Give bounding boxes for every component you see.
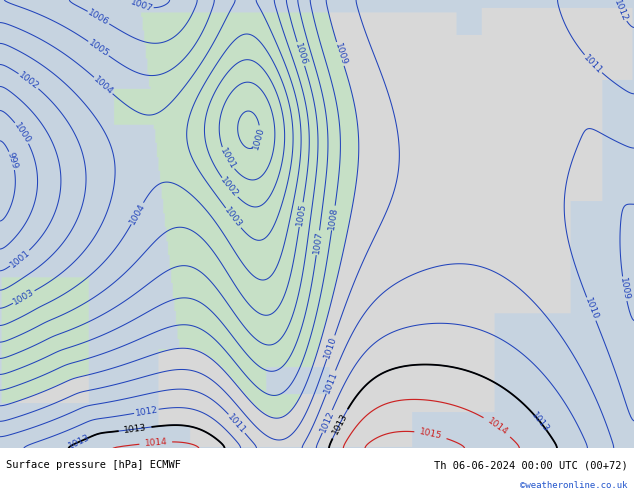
- Text: 1003: 1003: [223, 206, 244, 230]
- Text: 1002: 1002: [219, 176, 240, 199]
- Text: 1004: 1004: [128, 201, 147, 226]
- Text: 1006: 1006: [86, 8, 111, 27]
- Text: 1000: 1000: [252, 125, 266, 150]
- Text: 1000: 1000: [12, 121, 32, 145]
- Text: 1015: 1015: [418, 427, 443, 441]
- Text: 1007: 1007: [129, 0, 154, 14]
- Text: ©weatheronline.co.uk: ©weatheronline.co.uk: [520, 481, 628, 490]
- Text: 1014: 1014: [486, 416, 509, 437]
- Text: 1011: 1011: [226, 412, 248, 435]
- Text: 999: 999: [6, 151, 19, 170]
- Text: 1013: 1013: [123, 423, 147, 435]
- Text: 1003: 1003: [11, 288, 36, 307]
- Text: 1010: 1010: [323, 335, 339, 360]
- Text: 1009: 1009: [618, 277, 631, 301]
- Text: 1011: 1011: [323, 369, 339, 394]
- Text: 1005: 1005: [86, 38, 110, 59]
- Text: 1012: 1012: [134, 405, 158, 417]
- Text: 1012: 1012: [612, 0, 630, 23]
- Text: 1013: 1013: [529, 410, 551, 434]
- Text: 1011: 1011: [582, 53, 604, 75]
- Text: 1012: 1012: [319, 409, 336, 434]
- Text: 1013: 1013: [67, 433, 92, 451]
- Text: 1010: 1010: [583, 296, 600, 321]
- Text: 1006: 1006: [293, 42, 309, 66]
- Text: Th 06-06-2024 00:00 UTC (00+72): Th 06-06-2024 00:00 UTC (00+72): [434, 460, 628, 470]
- Text: 1014: 1014: [144, 437, 167, 448]
- Text: 1004: 1004: [92, 74, 115, 97]
- Text: 1002: 1002: [17, 71, 41, 92]
- Text: Surface pressure [hPa] ECMWF: Surface pressure [hPa] ECMWF: [6, 460, 181, 470]
- Text: 1007: 1007: [312, 231, 324, 255]
- Text: 1008: 1008: [327, 206, 339, 230]
- Text: 1001: 1001: [218, 146, 237, 171]
- Text: 1009: 1009: [333, 42, 348, 66]
- Text: 1013: 1013: [330, 411, 349, 436]
- Text: 1005: 1005: [295, 202, 307, 227]
- Text: 1001: 1001: [8, 247, 32, 269]
